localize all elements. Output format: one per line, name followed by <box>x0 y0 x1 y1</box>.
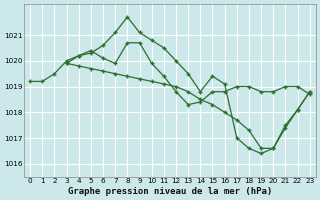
X-axis label: Graphe pression niveau de la mer (hPa): Graphe pression niveau de la mer (hPa) <box>68 187 272 196</box>
